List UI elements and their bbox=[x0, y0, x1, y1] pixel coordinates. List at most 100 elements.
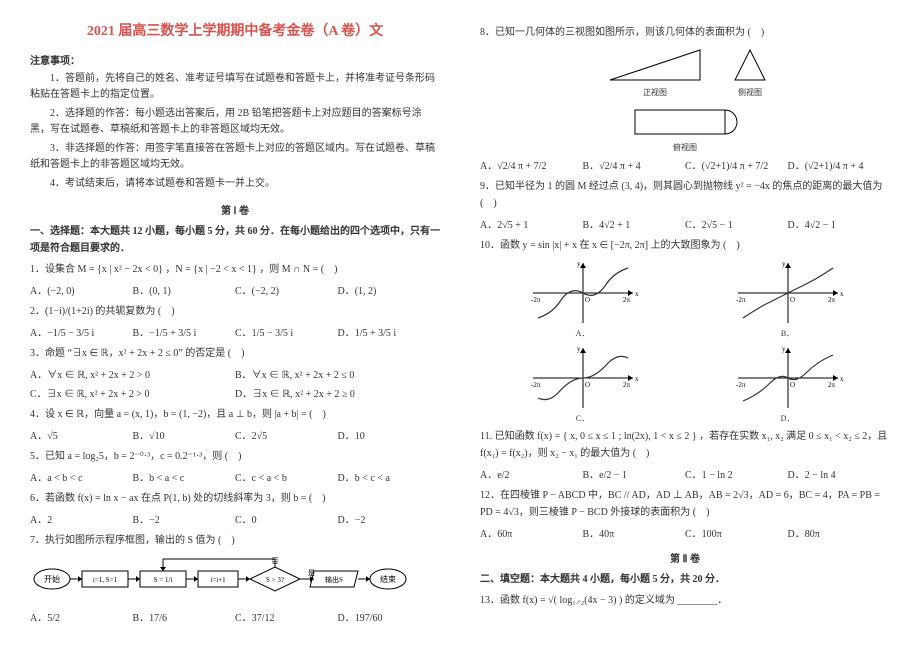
q11-c: C．1 − ln 2 bbox=[685, 466, 788, 481]
q11-opts: A．e/2 B．e/2 − 1 C．1 − ln 2 D．2 − ln 4 bbox=[480, 466, 890, 481]
flow-init: i=1, S=1 bbox=[93, 576, 118, 584]
flow-end: 结束 bbox=[380, 574, 396, 584]
svg-text:O: O bbox=[790, 296, 795, 304]
q7-a: A．5/2 bbox=[30, 609, 133, 624]
q7: 7．执行如图所示程序框图，输出的 S 值为 ( ) bbox=[30, 532, 440, 549]
q11-b: B．e/2 − 1 bbox=[583, 466, 686, 481]
q10-row2: -2π2π Oxy C． -2π2π Oxy D． bbox=[480, 343, 890, 424]
q1-c: C．(−2, 2) bbox=[235, 282, 338, 297]
q6: 6．若函数 f(x) = ln x − ax 在点 P(1, b) 处的切线斜率… bbox=[30, 490, 440, 507]
q4-b: B．√10 bbox=[133, 427, 236, 442]
q10-row1: -2π2π Oxy A． -2π2π Oxy B． bbox=[480, 258, 890, 339]
flowchart: 开始 i=1, S=1 S = 1/i i=i+1 S > 3? 否 是 bbox=[30, 555, 440, 603]
q10-c: C． bbox=[523, 413, 643, 424]
flow-assign: S = 1/i bbox=[154, 576, 173, 584]
q8-d: D．(√2+1)/4 π + 4 bbox=[788, 157, 891, 172]
q4-a: A．√5 bbox=[30, 427, 133, 442]
q10-b: B． bbox=[728, 328, 848, 339]
svg-text:-2π: -2π bbox=[736, 296, 746, 304]
notice-4: 4．考试结束后，请将本试题卷和答题卡一并上交。 bbox=[30, 176, 440, 192]
q1-a: A．(−2, 0) bbox=[30, 282, 133, 297]
q12: 12．在四棱锥 P − ABCD 中，BC // AD，AD ⊥ AB，AB =… bbox=[480, 487, 890, 521]
left-column: 2021 届高三数学上学期期中备考金卷（A 卷）文 注意事项： 1．答题前，先将… bbox=[30, 20, 440, 630]
q7-opts: A．5/2 B．17/6 C．37/12 D．197/60 bbox=[30, 609, 440, 624]
q3: 3．命题 “∃x ∈ ℝ，x² + 2x + 2 ≤ 0” 的否定是 ( ) bbox=[30, 345, 440, 362]
svg-text:x: x bbox=[840, 290, 844, 298]
q10: 10．函数 y = sin |x| + x 在 x ∈ [−2π, 2π] 上的… bbox=[480, 237, 890, 254]
q2-a: A．−1/5 − 3/5 i bbox=[30, 324, 133, 339]
q1-b: B．(0, 1) bbox=[133, 282, 236, 297]
q2-b: B．−1/5 + 3/5 i bbox=[133, 324, 236, 339]
notice-1: 1．答题前，先将自己的姓名、准考证号填写在试题卷和答题卡上，并将准考证号条形码粘… bbox=[30, 71, 440, 103]
q9-b: B．4√2 + 1 bbox=[583, 216, 686, 231]
q8-opts: A．√2/4 π + 7/2 B．√2/4 π + 4 C．(√2+1)/4 π… bbox=[480, 157, 890, 172]
svg-text:y: y bbox=[577, 260, 581, 268]
top-view-icon bbox=[620, 102, 750, 142]
svg-text:x: x bbox=[840, 375, 844, 383]
q11-a: A．e/2 bbox=[480, 466, 583, 481]
svg-text:y: y bbox=[782, 345, 786, 353]
q1-opts: A．(−2, 0) B．(0, 1) C．(−2, 2) D．(1, 2) bbox=[30, 282, 440, 297]
q8: 8．已知一几何体的三视图如图所示，则该几何体的表面积为 ( ) bbox=[480, 24, 890, 41]
q5-opts: A．a < b < c B．b < a < c C．c < a < b D．b … bbox=[30, 469, 440, 484]
svg-text:-2π: -2π bbox=[531, 381, 541, 389]
svg-text:O: O bbox=[585, 381, 590, 389]
front-view-label: 正视图 bbox=[600, 87, 710, 98]
flow-inc: i=i+1 bbox=[210, 576, 226, 584]
q10-d: D． bbox=[728, 413, 848, 424]
part1-label: 第 Ⅰ 卷 bbox=[30, 202, 440, 217]
notice-2: 2．选择题的作答：每小题选出答案后，用 2B 铅笔把答题卡上对应题目的答案标号涂… bbox=[30, 106, 440, 138]
exam-title: 2021 届高三数学上学期期中备考金卷（A 卷）文 bbox=[30, 20, 440, 40]
q9-c: C．2√5 − 1 bbox=[685, 216, 788, 231]
svg-text:2π: 2π bbox=[828, 381, 836, 389]
flow-out: 输出S bbox=[325, 575, 343, 584]
q12-opts: A．60π B．40π C．100π D．80π bbox=[480, 525, 890, 540]
svg-text:y: y bbox=[782, 260, 786, 268]
graph-c-icon: -2π2π Oxy bbox=[523, 343, 643, 413]
svg-text:2π: 2π bbox=[623, 296, 631, 304]
svg-text:2π: 2π bbox=[623, 381, 631, 389]
q8-views-top: 正视图 侧视图 bbox=[480, 45, 890, 98]
q7-c: C．37/12 bbox=[235, 609, 338, 624]
q12-c: C．100π bbox=[685, 525, 788, 540]
q9-a: A．2√5 + 1 bbox=[480, 216, 583, 231]
svg-text:y: y bbox=[577, 345, 581, 353]
q12-a: A．60π bbox=[480, 525, 583, 540]
q7-d: D．197/60 bbox=[338, 609, 441, 624]
graph-d-icon: -2π2π Oxy bbox=[728, 343, 848, 413]
svg-text:-2π: -2π bbox=[531, 296, 541, 304]
q7-b: B．17/6 bbox=[133, 609, 236, 624]
q5-d: D．b < c < a bbox=[338, 469, 441, 484]
q11: 11. 已知函数 f(x) = { x, 0 ≤ x ≤ 1 ; ln(2x),… bbox=[480, 428, 890, 462]
q9: 9．已知半径为 1 的圆 M 经过点 (3, 4)，则其圆心到抛物线 y² = … bbox=[480, 178, 890, 212]
section2-header: 二、填空题：本大题共 4 小题，每小题 5 分，共 20 分． bbox=[480, 571, 890, 588]
q8-c: C．(√2+1)/4 π + 7/2 bbox=[685, 157, 788, 172]
q12-d: D．80π bbox=[788, 525, 891, 540]
q1: 1．设集合 M = {x | x² − 2x < 0} ，N = {x | −2… bbox=[30, 261, 440, 278]
q6-d: D．−2 bbox=[338, 511, 441, 526]
q5: 5．已知 a = log₂5，b = 2⁻⁰·³，c = 0.2⁻¹·³，则 (… bbox=[30, 448, 440, 465]
q4: 4．设 x ∈ ℝ，向量 a = (x, 1)，b = (1, −2)，且 a … bbox=[30, 406, 440, 423]
q6-opts: A．2 B．−2 C．0 D．−2 bbox=[30, 511, 440, 526]
q9-opts: A．2√5 + 1 B．4√2 + 1 C．2√5 − 1 D．4√2 − 1 bbox=[480, 216, 890, 231]
q5-a: A．a < b < c bbox=[30, 469, 133, 484]
front-view-icon bbox=[600, 45, 710, 87]
q5-b: B．b < a < c bbox=[133, 469, 236, 484]
q3-c: C．∃x ∈ ℝ, x² + 2x + 2 > 0 bbox=[30, 385, 235, 400]
section1-header: 一、选择题：本大题共 12 小题，每小题 5 分，共 60 分．在每小题给出的四… bbox=[30, 223, 440, 257]
q3-d: D．∃x ∈ ℝ, x² + 2x + 2 ≥ 0 bbox=[235, 385, 440, 400]
side-view-icon bbox=[730, 45, 770, 87]
q3-b: B．∀x ∈ ℝ, x² + 2x + 2 ≤ 0 bbox=[235, 366, 440, 381]
right-column: 8．已知一几何体的三视图如图所示，则该几何体的表面积为 ( ) 正视图 侧视图 bbox=[480, 20, 890, 630]
svg-text:O: O bbox=[585, 296, 590, 304]
q12-b: B．40π bbox=[583, 525, 686, 540]
q8-views-bottom: 俯视图 bbox=[480, 102, 890, 153]
q2-d: D．1/5 + 3/5 i bbox=[338, 324, 441, 339]
part2-label: 第 Ⅱ 卷 bbox=[480, 550, 890, 565]
svg-text:2π: 2π bbox=[828, 296, 836, 304]
graph-b-icon: -2π 2π Ox y bbox=[728, 258, 848, 328]
notice-header: 注意事项： bbox=[30, 52, 440, 67]
q4-c: C．2√5 bbox=[235, 427, 338, 442]
q1-d: D．(1, 2) bbox=[338, 282, 441, 297]
q2-c: C．1/5 − 3/5 i bbox=[235, 324, 338, 339]
